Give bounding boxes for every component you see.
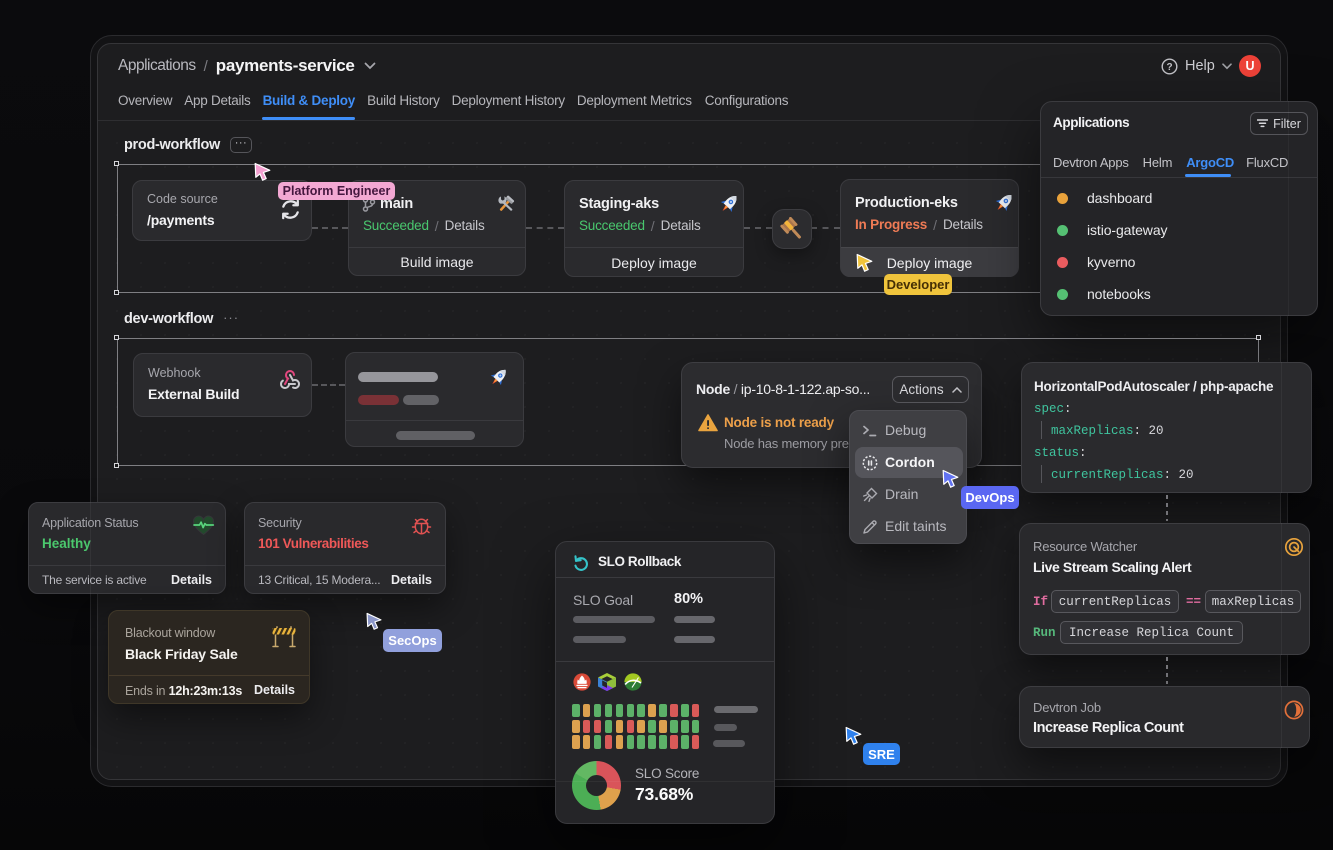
svg-text:?: ? xyxy=(1166,62,1172,73)
